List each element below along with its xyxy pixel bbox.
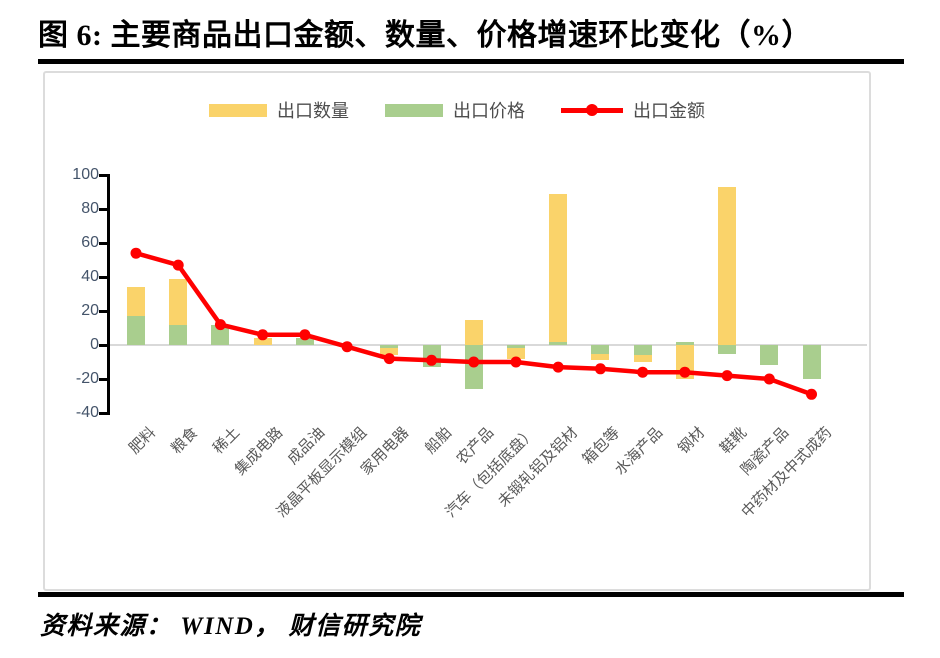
legend-item-export-price: 出口价格 — [385, 97, 525, 123]
y-axis-tick-label: 60 — [81, 234, 99, 251]
y-axis-tick — [99, 208, 107, 211]
x-axis-label: 船舶 — [421, 424, 455, 458]
bar-export-price — [760, 345, 779, 366]
y-axis-line — [107, 174, 110, 415]
y-axis-tick — [99, 242, 107, 245]
x-axis-label: 稀土 — [210, 424, 244, 458]
bar-export-price — [380, 345, 399, 349]
bar-export-price — [549, 341, 568, 345]
y-axis-tick — [99, 276, 107, 279]
line-point — [552, 361, 564, 373]
y-axis-tick — [99, 174, 107, 177]
plot-area: 100 80 60 40 20 0 -20 -40 肥料 粮食 稀土 集成电路 成品油 液晶平板显示模组家… — [45, 73, 869, 589]
bar-export-price — [464, 345, 483, 390]
y-axis-tick — [99, 378, 107, 381]
line-point — [341, 341, 353, 353]
bar-export-quantity — [549, 193, 568, 345]
bar-export-quantity — [464, 319, 483, 345]
y-axis-tick-label: 80 — [81, 200, 99, 217]
y-axis-tick — [99, 344, 107, 347]
bar-export-price — [211, 324, 230, 345]
chart-legend: 出口数量 出口价格 出口金额 — [45, 97, 869, 123]
footer-divider-rule — [38, 592, 904, 597]
data-source-note: 资料来源： WIND， 财信研究院 — [40, 613, 422, 640]
line-point — [130, 247, 142, 259]
x-axis-label: 钢材 — [674, 424, 709, 458]
line-point — [721, 370, 733, 382]
legend-swatch-export-quantity — [209, 103, 267, 117]
chart-panel: 出口数量 出口价格 出口金额 100 80 60 40 20 0 -20 -40 肥料 粮食 稀土集… — [43, 71, 871, 591]
x-axis-label: 肥料 — [125, 424, 160, 458]
bar-export-price — [633, 345, 652, 356]
bar-export-quantity — [253, 338, 272, 345]
bar-export-quantity — [718, 186, 737, 345]
y-axis-tick — [99, 412, 107, 415]
bar-export-price — [127, 316, 145, 345]
bar-export-price — [422, 345, 441, 368]
line-point — [637, 366, 649, 378]
legend-label-export-quantity: 出口数量 — [277, 101, 349, 121]
legend-item-export-amount: 出口金额 — [561, 97, 705, 123]
bar-export-price — [295, 338, 314, 345]
bar-export-price — [506, 345, 525, 349]
y-axis-tick-label: -40 — [75, 404, 99, 421]
title-divider-rule — [38, 59, 904, 64]
bar-export-price — [718, 345, 737, 354]
y-axis-tick-label: -20 — [75, 370, 99, 387]
legend-label-export-price: 出口价格 — [453, 101, 525, 121]
line-point — [594, 363, 606, 375]
line-point — [172, 259, 184, 271]
line-point — [806, 388, 818, 400]
y-axis-tick-label: 0 — [90, 336, 99, 353]
y-axis-tick-label: 20 — [81, 302, 99, 319]
y-axis-tick — [99, 310, 107, 313]
bar-export-price — [169, 324, 188, 345]
legend-item-export-quantity: 出口数量 — [209, 97, 349, 123]
x-axis-label: 粮食 — [168, 424, 202, 458]
y-axis-tick-label: 100 — [72, 166, 99, 183]
figure-title: 图 6: 主要商品出口金额、数量、价格增速环比变化（%） — [38, 19, 812, 52]
bar-export-price — [675, 341, 694, 345]
line-point — [763, 373, 775, 385]
bar-export-price — [591, 345, 610, 354]
legend-line-swatch-export-amount — [561, 104, 623, 116]
bar-export-quantity — [675, 345, 694, 379]
y-axis-tick-label: 40 — [81, 268, 99, 285]
legend-line-dot-icon — [586, 104, 598, 116]
bar-export-price — [802, 345, 821, 379]
legend-label-export-amount: 出口金额 — [633, 101, 705, 121]
legend-swatch-export-price — [385, 103, 443, 117]
